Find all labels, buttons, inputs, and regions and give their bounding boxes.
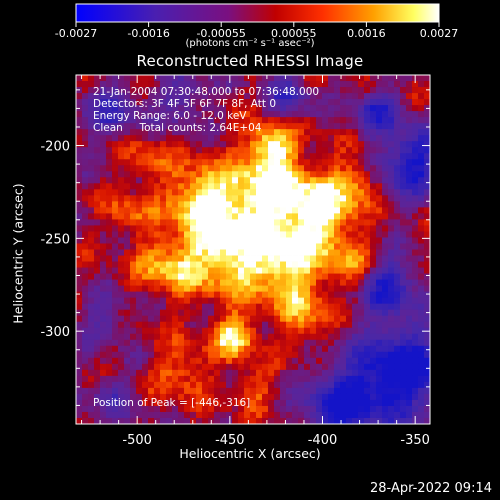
colorbar-tick-label: 0.00055 [271,27,317,40]
colorbar: -0.0027 -0.0016 -0.00055 0.00055 0.0016 0.002… [55,3,459,40]
info-line-energy-range: Energy Range: 6.0 - 12.0 keV [93,110,247,122]
info-line-total-counts: Clean Total counts: 2.64E+04 [93,122,262,134]
y-axis-title: Heliocentric Y (arcsec) [10,183,26,324]
colorbar-tick-label: -0.0027 [55,27,97,40]
chart-title: Reconstructed RHESSI Image [136,52,364,70]
peak-position-label: Position of Peak = [-446,-316] [93,397,251,409]
x-tick-label: -500 [122,433,152,448]
y-tick-label: -250 [40,232,70,247]
x-tick-label: -400 [308,433,338,448]
colorbar-gradient [75,3,440,23]
colorbar-tick-label: 0.0016 [347,27,386,40]
heatmap-image [76,75,430,424]
colorbar-tick-label: -0.0016 [127,27,169,40]
colorbar-units-label: (photons cm⁻² s⁻¹ asec⁻²) [185,38,315,49]
info-line-time-range: 21-Jan-2004 07:30:48.000 to 07:36:48.000 [93,86,320,98]
x-tick-label: -450 [215,433,245,448]
y-tick-label: -300 [40,325,70,340]
info-line-detectors: Detectors: 3F 4F 5F 6F 7F 8F, Att 0 [93,98,277,110]
colorbar-tick-label: 0.0027 [420,27,459,40]
colorbar-tick-label: -0.00055 [196,27,245,40]
x-tick-label: -350 [400,433,430,448]
x-axis-title: Heliocentric X (arcsec) [179,446,321,461]
footer-timestamp: 28-Apr-2022 09:14 [370,481,492,496]
y-tick-label: -200 [40,140,70,155]
